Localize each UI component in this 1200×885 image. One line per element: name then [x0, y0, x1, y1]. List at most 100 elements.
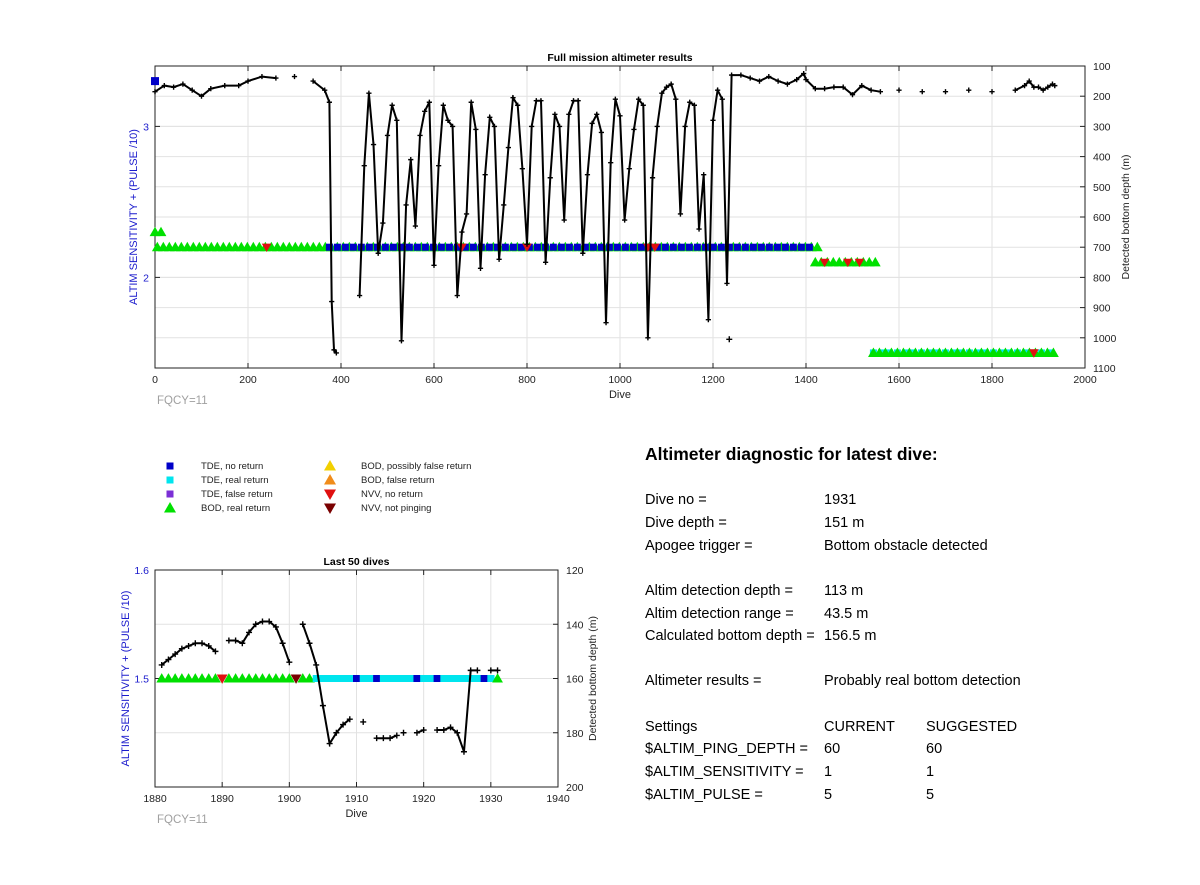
depth-point	[450, 123, 456, 129]
bod-marker	[811, 241, 823, 252]
tde-marker	[557, 243, 565, 251]
depth-point	[326, 99, 332, 105]
depth-point	[232, 637, 239, 644]
depth-point	[598, 129, 604, 136]
depth-point	[729, 72, 735, 78]
y2-tick-label: 180	[566, 728, 584, 740]
depth-point	[775, 78, 781, 84]
depth-point	[180, 81, 186, 87]
depth-point	[636, 96, 642, 102]
y-axis-label: ALTIM SENSITIVITY + (PULSE /10)	[120, 591, 132, 767]
tde-marker	[312, 675, 320, 682]
chart-title: Last 50 dives	[324, 556, 390, 568]
results-label: Altimeter results =	[645, 673, 762, 689]
calc-depth-label: Calculated bottom depth =	[645, 628, 815, 644]
depth-point	[360, 718, 367, 725]
depth-point	[510, 95, 516, 101]
status-marker	[1029, 349, 1039, 358]
depth-point	[389, 102, 395, 108]
depth-point	[645, 335, 651, 341]
depth-point	[171, 84, 177, 90]
bod-marker	[156, 673, 168, 683]
status-marker	[843, 258, 853, 268]
tde-marker	[400, 675, 408, 682]
depth-point	[408, 157, 414, 163]
status-marker	[457, 243, 467, 252]
depth-point	[482, 172, 488, 178]
depth-point	[436, 163, 442, 169]
legend-label: BOD, possibly false return	[361, 461, 471, 472]
legend-label: BOD, real return	[201, 503, 270, 514]
depth-line	[437, 669, 478, 753]
x-tick-label: 1890	[210, 793, 234, 805]
tde-marker	[413, 243, 421, 251]
tde-marker	[677, 243, 685, 251]
legend-marker	[324, 489, 336, 500]
depth-point	[822, 86, 828, 92]
setting-current: 1	[824, 764, 833, 780]
bod-marker	[277, 673, 289, 683]
tde-marker	[773, 243, 781, 251]
bod-marker	[270, 673, 282, 683]
tde-marker	[366, 675, 374, 682]
depth-point	[766, 73, 772, 80]
tde-marker	[480, 675, 488, 682]
tde-marker	[485, 243, 493, 251]
x-tick-label: 0	[152, 374, 158, 386]
x-tick-label: 600	[425, 374, 443, 386]
depth-point	[533, 98, 539, 104]
x-tick-label: 800	[518, 374, 536, 386]
legend-marker	[324, 503, 336, 514]
depth-point	[501, 202, 507, 208]
x-axis-label: Dive	[609, 389, 631, 401]
x-tick-label: 1910	[345, 793, 369, 805]
bod-marker	[163, 673, 174, 683]
x-tick-label: 1920	[412, 793, 436, 805]
depth-point	[487, 114, 493, 120]
depth-point	[366, 90, 372, 96]
depth-point	[236, 83, 242, 89]
depth-point	[543, 259, 549, 265]
depth-point	[561, 217, 567, 223]
depth-point	[208, 86, 214, 92]
depth-point	[840, 84, 846, 90]
depth-point	[454, 292, 460, 299]
depth-point	[310, 78, 316, 84]
depth-point	[622, 217, 628, 223]
depth-point	[738, 72, 744, 78]
depth-point	[384, 132, 391, 139]
setting-label: $ALTIM_PULSE =	[645, 787, 763, 803]
x-tick-label: 1800	[980, 374, 1004, 386]
depth-point	[515, 102, 521, 108]
depth-point	[724, 280, 730, 287]
tde-marker	[341, 243, 349, 251]
tde-marker	[373, 675, 381, 682]
bod-marker	[183, 673, 194, 683]
tde-marker	[565, 243, 573, 251]
depth-point	[420, 727, 427, 734]
bod-marker	[176, 673, 188, 683]
detection-depth-label: Altim detection depth =	[645, 583, 793, 599]
tde-marker	[613, 243, 621, 251]
tde-marker	[637, 243, 645, 251]
y2-tick-label: 800	[1093, 272, 1111, 284]
tde-marker	[725, 243, 733, 251]
depth-point	[172, 651, 179, 658]
apogee-label: Apogee trigger =	[645, 538, 753, 554]
status-marker	[854, 258, 865, 268]
depth-point	[474, 667, 481, 674]
depth-point	[468, 99, 474, 105]
x-tick-label: 1940	[546, 793, 570, 805]
legend-marker	[324, 460, 336, 471]
depth-point	[496, 256, 502, 262]
depth-point	[398, 338, 405, 344]
depth-point	[380, 220, 386, 226]
y2-tick-label: 140	[566, 619, 584, 631]
legend-label: TDE, real return	[201, 475, 269, 486]
tde-marker	[445, 243, 453, 251]
depth-point	[529, 123, 535, 129]
depth-point	[715, 87, 721, 93]
depth-point	[580, 250, 586, 256]
legend-label: NVV, not pinging	[361, 503, 431, 514]
depth-point	[331, 347, 337, 353]
